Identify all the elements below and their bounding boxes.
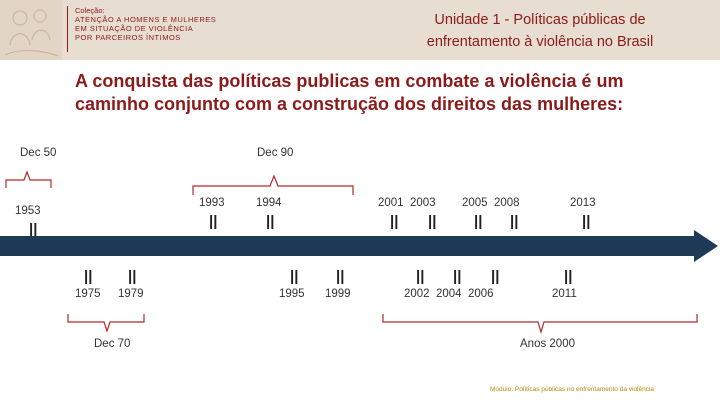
decade-label-dec50: Dec 50 xyxy=(20,147,57,159)
brace-dec70 xyxy=(67,314,145,333)
collection-line-3: POR PARCEIROS ÍNTIMOS xyxy=(75,33,181,42)
year-label-1953: 1953 xyxy=(15,205,41,217)
tick-1995: || xyxy=(290,268,299,285)
year-label-2001-2003: 2001 2003 xyxy=(378,197,436,209)
year-label-2005-2008: 2005 2008 xyxy=(462,197,520,209)
tick-1979: || xyxy=(128,268,137,285)
slide-headline: A conquista das políticas publicas em co… xyxy=(75,70,675,116)
tick-2013: || xyxy=(582,213,591,230)
year-label-1995: 1995 xyxy=(279,288,305,300)
module-footer: Módulo: Políticas públicas no enfrentame… xyxy=(490,386,655,393)
collection-line-2: EM SITUAÇÃO DE VIOLÊNCIA xyxy=(75,24,194,33)
decade-label-dec90: Dec 90 xyxy=(257,147,294,159)
year-label-2002-2004-2006: 2002 2004 2006 xyxy=(404,288,494,300)
unit-title-line-1: Unidade 1 - Políticas públicas de xyxy=(434,12,646,28)
year-label-1975: 1975 xyxy=(75,288,101,300)
brace-dec50 xyxy=(5,170,52,188)
year-label-1993: 1993 xyxy=(199,197,225,209)
tick-2003: || xyxy=(428,213,437,230)
collection-logo xyxy=(0,0,62,60)
tick-1994: || xyxy=(266,213,275,230)
year-label-2011: 2011 xyxy=(552,288,577,300)
tick-1999: || xyxy=(336,268,345,285)
year-label-1999: 1999 xyxy=(325,288,351,300)
collection-label: Coleção: xyxy=(75,6,105,15)
year-label-1979: 1979 xyxy=(118,288,144,300)
timeline-arrow xyxy=(0,230,718,262)
tick-1953: || xyxy=(29,221,38,238)
decade-label-anos2000: Anos 2000 xyxy=(520,338,575,350)
brace-anos2000 xyxy=(382,314,698,335)
tick-2001: || xyxy=(390,213,399,230)
collection-line-1: ATENÇÃO A HOMENS E MULHERES xyxy=(75,15,217,24)
unit-title-line-2: enfrentamento à violência no Brasil xyxy=(426,34,654,50)
tick-2006: || xyxy=(491,268,500,285)
brace-dec90 xyxy=(192,174,354,195)
year-label-2015: 2015 xyxy=(666,238,700,255)
collection-title: Coleção: ATENÇÃO A HOMENS E MULHERES EM … xyxy=(75,6,216,42)
tick-2004: || xyxy=(453,268,462,285)
headline-line-2: caminho conjunto com a construção dos di… xyxy=(75,94,624,114)
tick-2002: || xyxy=(416,268,425,285)
year-label-1994: 1994 xyxy=(256,197,282,209)
header-divider xyxy=(67,6,68,52)
tick-2011: || xyxy=(564,268,573,285)
year-label-2013: 2013 xyxy=(570,197,596,209)
unit-title: Unidade 1 - Políticas públicas de enfren… xyxy=(400,9,680,53)
header-banner: Coleção: ATENÇÃO A HOMENS E MULHERES EM … xyxy=(0,0,720,60)
tick-1975: || xyxy=(84,268,93,285)
tick-1993: || xyxy=(209,213,218,230)
tick-2008: || xyxy=(510,213,519,230)
tick-2005: || xyxy=(474,213,483,230)
headline-line-1: A conquista das políticas publicas em co… xyxy=(75,71,624,91)
decade-label-dec70: Dec 70 xyxy=(94,338,131,350)
